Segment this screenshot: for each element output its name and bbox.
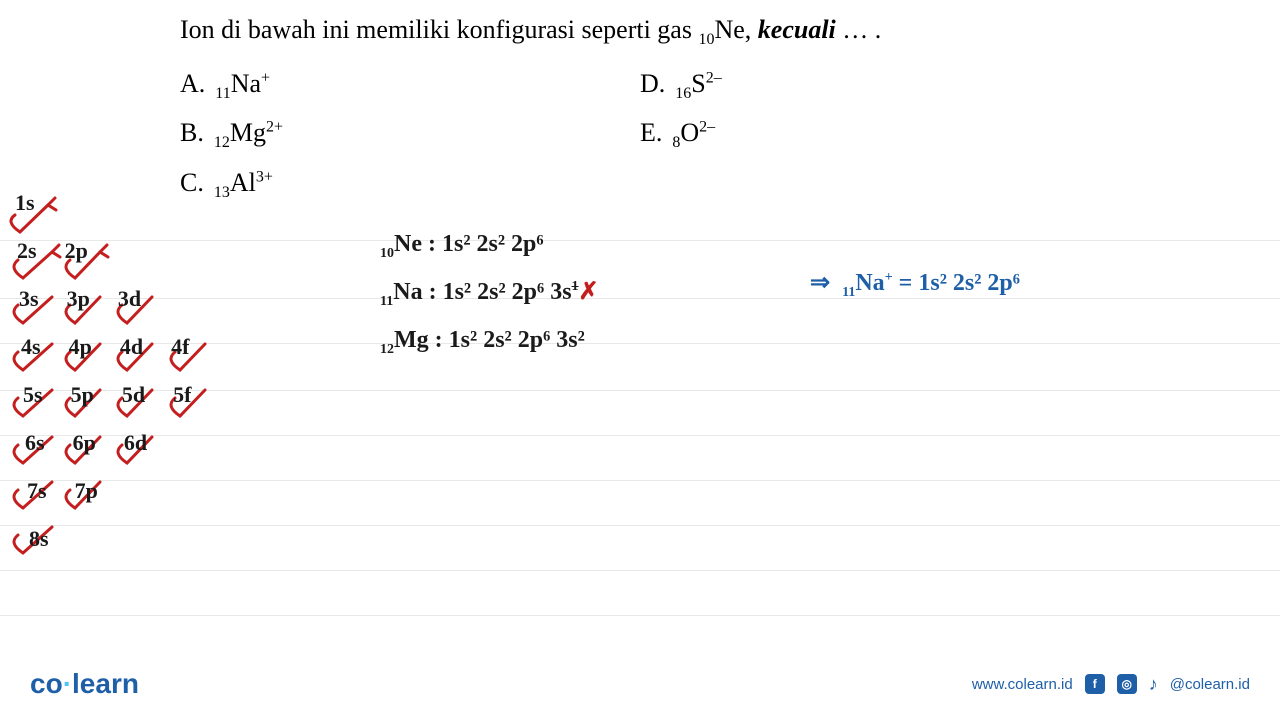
gas-symbol: Ne, [714, 15, 757, 44]
tiktok-icon: ♪ [1149, 674, 1158, 695]
orbital-6s: 6s [25, 430, 45, 456]
question-prefix: Ion di bawah ini memiliki konfigurasi se… [180, 15, 698, 44]
answer-sub: 11 [842, 285, 855, 300]
answer-arrow: ⇒ [810, 270, 830, 296]
footer-right: www.colearn.id f ◎ ♪ @colearn.id [972, 674, 1250, 695]
instagram-icon: ◎ [1117, 674, 1137, 694]
option-a-sup: + [261, 70, 270, 87]
option-e-label: E. [640, 118, 662, 148]
w3-sub: 12 [380, 342, 394, 357]
orbital-4p: 4p [69, 334, 92, 360]
option-d-label: D. [640, 69, 665, 99]
orbital-5p: 5p [71, 382, 94, 408]
answer-el: Na [855, 270, 884, 296]
option-d-element: S [691, 69, 705, 98]
option-c-element: Al [230, 168, 256, 197]
question-area: Ion di bawah ini memiliki konfigurasi se… [180, 15, 1240, 202]
orbital-2s: 2s [17, 238, 37, 264]
orbital-5s: 5s [23, 382, 43, 408]
orbital-8s: 8s [29, 526, 49, 552]
orbital-row-6: 6s 6p 6d [25, 430, 191, 456]
logo-learn: learn [72, 668, 139, 699]
option-a: A. 11Na+ [180, 69, 580, 103]
orbital-3p: 3p [67, 286, 90, 312]
orbital-2p: 2p [65, 238, 88, 264]
orbital-4f: 4f [171, 334, 189, 360]
option-d: D. 16S2– [640, 69, 1040, 103]
gas-subscript: 10 [698, 31, 714, 48]
footer-handle: @colearn.id [1170, 676, 1250, 693]
option-b-element: Mg [230, 118, 266, 147]
w1-config: 1s² 2s² 2p⁶ [442, 231, 544, 257]
orbital-diagram: 1s 2s 2p 3s 3p 3d 4s 4p 4d 4f 5s 5p 5d 5f 6s 6p 6d 7s 7p 8s [15, 190, 191, 574]
options-grid: A. 11Na+ D. 16S2– B. 12Mg2+ E. 8O2– C. 1… [180, 69, 1240, 202]
orbital-row-3: 3s 3p 3d [19, 286, 191, 312]
logo: co·learn [30, 668, 139, 700]
footer-url: www.colearn.id [972, 676, 1073, 693]
option-e-sup: 2– [699, 119, 715, 136]
option-c-sup: 3+ [256, 168, 273, 185]
working-line-1: 10Ne : 1s² 2s² 2p⁶ [380, 225, 599, 265]
orbital-6d: 6d [124, 430, 147, 456]
facebook-icon: f [1085, 674, 1105, 694]
logo-dot-icon: · [63, 668, 72, 699]
except-word: kecuali [758, 15, 836, 44]
w2-config: 1s² 2s² 2p⁶ 3s [443, 279, 572, 305]
orbital-5d: 5d [122, 382, 145, 408]
option-a-sub: 11 [215, 85, 230, 102]
option-c: C. 13Al3+ [180, 168, 580, 202]
w2-el: Na [393, 279, 422, 305]
orbital-row-8: 8s [29, 526, 191, 552]
option-b: B. 12Mg2+ [180, 118, 580, 152]
orbital-4d: 4d [120, 334, 143, 360]
working-line-3: 12Mg : 1s² 2s² 2p⁶ 3s² [380, 321, 599, 361]
orbital-row-7: 7s 7p [27, 478, 191, 504]
option-d-sub: 16 [675, 85, 691, 102]
option-b-sub: 12 [214, 135, 230, 152]
w1-sub: 10 [380, 246, 394, 261]
workings-area: 10Ne : 1s² 2s² 2p⁶ 11Na : 1s² 2s² 2p⁶ 3s… [380, 225, 599, 370]
w2-mark: ✗ [579, 279, 599, 305]
orbital-row-4: 4s 4p 4d 4f [21, 334, 191, 360]
w1-el: Ne [394, 231, 422, 257]
answer-derivation: ⇒ 11Na+ = 1s² 2s² 2p⁶ [810, 268, 1020, 301]
w2-sub: 11 [380, 294, 393, 309]
orbital-7s: 7s [27, 478, 47, 504]
option-d-sup: 2– [706, 70, 722, 87]
option-a-label: A. [180, 69, 205, 99]
answer-sup: + [885, 270, 893, 285]
option-a-element: Na [231, 69, 261, 98]
orbital-7p: 7p [75, 478, 98, 504]
answer-config: = 1s² 2s² 2p⁶ [899, 270, 1020, 296]
orbital-4s: 4s [21, 334, 41, 360]
option-b-sup: 2+ [266, 119, 283, 136]
question-suffix: … . [836, 15, 882, 44]
option-b-label: B. [180, 118, 204, 148]
orbital-1s: 1s [15, 190, 35, 216]
w3-config: 1s² 2s² 2p⁶ 3s² [449, 327, 585, 353]
logo-co: co [30, 668, 63, 699]
question-text: Ion di bawah ini memiliki konfigurasi se… [180, 15, 1240, 49]
working-line-2: 11Na : 1s² 2s² 2p⁶ 3s1✗ [380, 273, 599, 313]
orbital-6p: 6p [73, 430, 96, 456]
orbital-row-5: 5s 5p 5d 5f [23, 382, 191, 408]
orbital-row-1: 1s [15, 190, 191, 216]
w2-strike: 1 [572, 279, 579, 294]
footer: co·learn www.colearn.id f ◎ ♪ @colearn.i… [30, 668, 1250, 700]
option-c-sub: 13 [214, 184, 230, 201]
w3-el: Mg [394, 327, 429, 353]
orbital-5f: 5f [173, 382, 191, 408]
option-e: E. 8O2– [640, 118, 1040, 152]
orbital-3s: 3s [19, 286, 39, 312]
option-e-element: O [680, 118, 699, 147]
orbital-row-2: 2s 2p [17, 238, 191, 264]
orbital-3d: 3d [118, 286, 141, 312]
